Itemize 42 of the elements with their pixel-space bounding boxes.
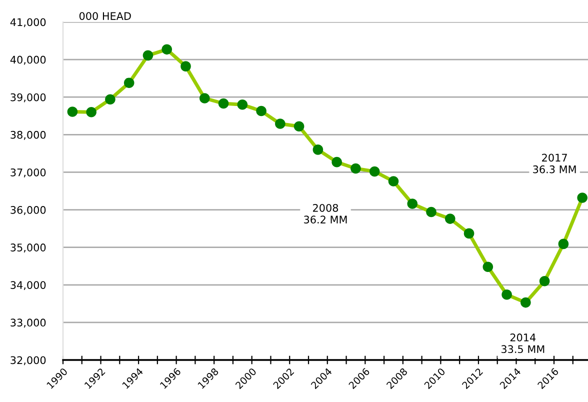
y-tick-label: 35,000: [10, 244, 46, 252]
point: [407, 198, 418, 209]
point: [558, 238, 569, 250]
point: [312, 144, 324, 155]
point: [180, 61, 191, 72]
y-tick-label: 33,000: [10, 318, 46, 328]
point: [199, 93, 210, 104]
point: [294, 121, 304, 132]
y-tick-label: 32,000: [10, 356, 46, 366]
point: [502, 290, 512, 300]
point: [369, 166, 380, 177]
annotation: 2014 33.5 MM: [501, 334, 544, 354]
y-tick-label: 36,000: [10, 206, 46, 215]
y-tick-label: 40,000: [10, 56, 46, 65]
point: [162, 44, 172, 55]
point: [67, 106, 78, 117]
point: [105, 94, 116, 105]
y-tick-label: 37,000: [10, 168, 46, 178]
y-tick-label: 38,000: [10, 130, 46, 140]
point: [520, 297, 531, 308]
annotation: 2017 36.3 MM: [533, 154, 576, 174]
y-tick-label: 41,000: [10, 18, 46, 28]
point: [86, 106, 96, 118]
point: [539, 276, 550, 286]
point: [275, 118, 286, 129]
point: [464, 228, 474, 239]
y-tick-label: 34,000: [10, 281, 46, 290]
point: [426, 206, 436, 218]
point: [237, 99, 248, 110]
point: [142, 50, 154, 61]
annotation: 2008 36.2 MM: [304, 204, 347, 224]
point: [577, 192, 588, 203]
point: [332, 156, 342, 168]
point: [482, 262, 494, 272]
y-axis-title: 000 HEAD: [79, 12, 131, 20]
point: [444, 214, 456, 224]
y-tick-label: 39,000: [10, 93, 46, 102]
point: [388, 176, 399, 186]
point: [256, 106, 266, 116]
point: [350, 163, 361, 174]
point: [218, 98, 229, 109]
point: [124, 78, 134, 88]
